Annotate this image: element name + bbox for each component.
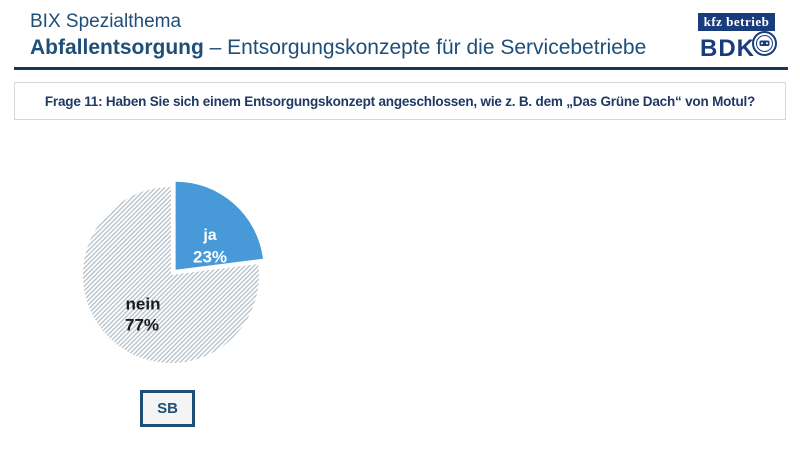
slide-title: Abfallentsorgung – Entsorgungskonzepte f… (30, 36, 646, 60)
car-seal-icon (752, 31, 777, 56)
question-text: Frage 11: Haben Sie sich einem Entsorgun… (44, 93, 756, 109)
slide-title-bold: Abfallentsorgung (30, 36, 204, 59)
pie-chart: ja 23% nein 77% (71, 175, 271, 375)
pie-slice-ja (175, 181, 263, 270)
slice-value-ja: 23% (192, 247, 228, 267)
bdk-logo-text: BDK (700, 35, 755, 62)
slice-label-nein: nein (125, 294, 161, 314)
slice-label-ja: ja (203, 227, 217, 244)
pie-chart-svg (83, 181, 263, 363)
header-divider (14, 67, 788, 70)
pie-slice-nein (83, 187, 260, 363)
sb-badge: SB (140, 390, 195, 427)
slide-kicker: BIX Spezialthema (30, 11, 182, 32)
bdk-logo: BDK (700, 31, 788, 64)
question-box: Frage 11: Haben Sie sich einem Entsorgun… (14, 82, 786, 120)
kfz-betrieb-logo: kfz betrieb (698, 13, 775, 31)
slide-title-rest: – Entsorgungskonzepte für die Servicebet… (203, 36, 647, 59)
slice-value-nein: 77% (124, 315, 160, 335)
